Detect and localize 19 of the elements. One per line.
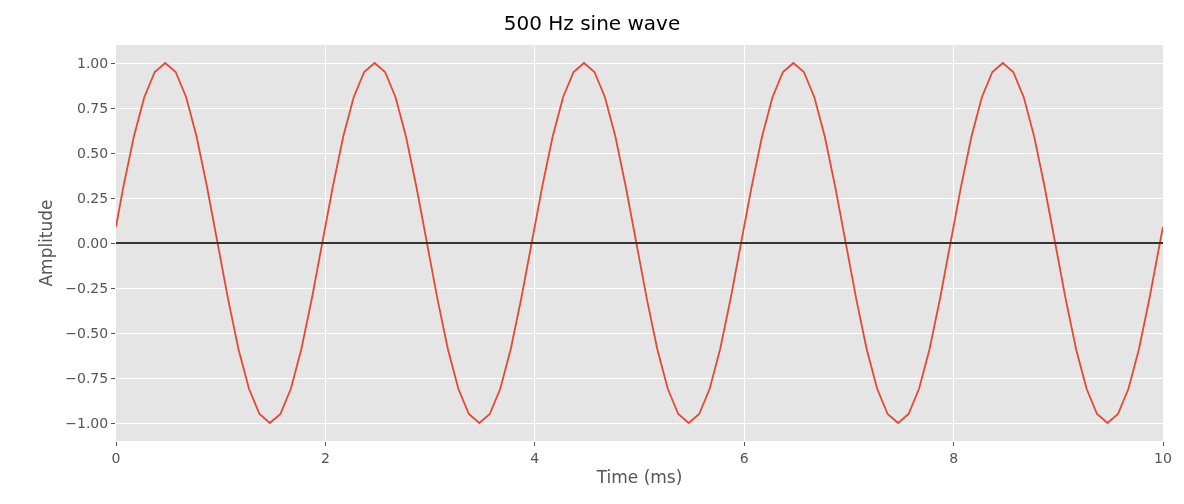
y-tick-label: −0.50	[65, 324, 109, 341]
x-tick-label: 2	[320, 449, 330, 466]
chart-title: 500 Hz sine wave	[503, 10, 681, 35]
y-tick-label: 0.75	[77, 99, 109, 116]
y-tick-label: 0.25	[77, 189, 109, 206]
y-tick-label: −0.75	[65, 369, 109, 386]
y-tick-label: −0.25	[65, 279, 109, 296]
line-series	[116, 62, 1163, 424]
y-tick-label: 0.00	[77, 234, 109, 251]
y-tick-label: −1.00	[65, 414, 109, 431]
x-tick-label: 6	[739, 449, 749, 466]
x-tick-label: 10	[1154, 449, 1172, 466]
x-tick-label: 0	[111, 449, 121, 466]
y-tick-label: 0.50	[77, 144, 109, 161]
y-axis-title: Amplitude	[35, 199, 56, 287]
x-tick-label: 8	[949, 449, 959, 466]
x-tick-label: 4	[530, 449, 540, 466]
x-axis-title: Time (ms)	[595, 467, 683, 488]
y-tick-label: 1.00	[77, 54, 109, 71]
